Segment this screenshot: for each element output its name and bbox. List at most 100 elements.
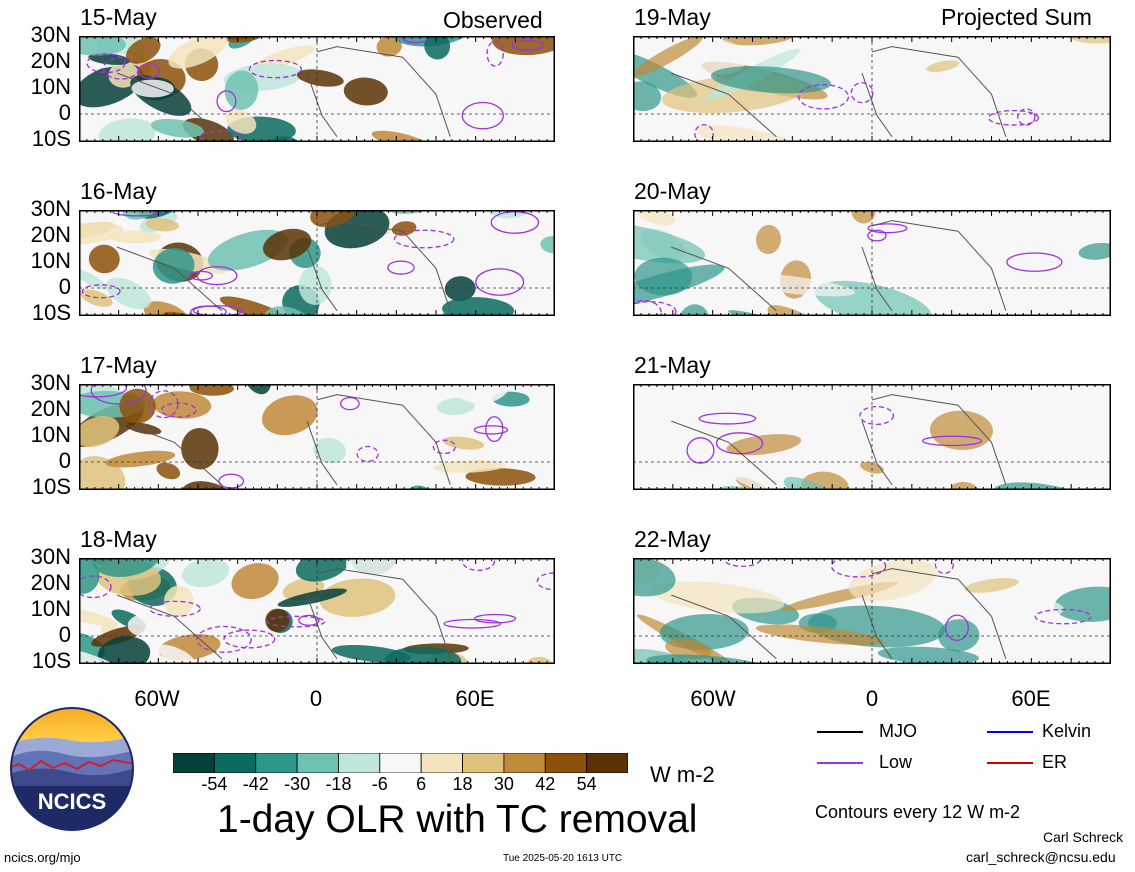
lat-label: 0 xyxy=(58,448,71,473)
olr-anomaly-blob xyxy=(127,613,169,638)
legend-swatch-mjo xyxy=(817,731,863,733)
contour-low xyxy=(461,101,505,130)
colorbar-swatch xyxy=(213,753,257,773)
contour-low xyxy=(79,384,128,398)
colorbar xyxy=(173,753,628,773)
olr-anomaly-blob xyxy=(262,395,318,436)
lat-label: 10S xyxy=(31,126,71,151)
olr-anomaly-blob xyxy=(728,469,866,490)
olr-anomaly-blob xyxy=(938,619,980,652)
lat-label: 10N xyxy=(30,74,71,99)
lat-label: 20N xyxy=(30,222,71,247)
contour-low xyxy=(387,260,415,275)
contour-low xyxy=(339,396,360,411)
colorbar-swatch xyxy=(586,753,628,773)
coastline xyxy=(116,568,451,660)
olr-anomaly-blob xyxy=(646,654,776,664)
contour-low xyxy=(393,229,455,249)
lat-label: 30N xyxy=(30,544,71,569)
contour-low xyxy=(137,62,161,79)
contour-low xyxy=(934,558,955,575)
olr-anomaly-blob xyxy=(634,257,693,296)
colorbar-swatch xyxy=(173,753,215,773)
olr-anomaly-blob xyxy=(343,77,388,106)
olr-anomaly-blob xyxy=(106,277,151,310)
page-title: 1-day OLR with TC removal xyxy=(217,798,698,841)
olr-anomaly-blob xyxy=(633,648,705,664)
colorbar-tick-label: -18 xyxy=(325,774,352,794)
lat-label: 30N xyxy=(30,22,71,47)
olr-anomaly-blob xyxy=(225,109,257,134)
colorbar-swatch xyxy=(420,753,463,773)
lat-label: 20N xyxy=(30,48,71,73)
lon-label: 60W xyxy=(134,686,180,711)
lat-label: 20N xyxy=(30,396,71,421)
lat-label: 20N xyxy=(30,570,71,595)
contour-low xyxy=(473,613,517,624)
olr-map-panel xyxy=(79,36,555,142)
contour-low xyxy=(196,625,252,653)
olr-anomaly-blob xyxy=(313,437,346,464)
olr-anomaly-blob xyxy=(263,228,312,261)
coastline xyxy=(671,220,1007,312)
olr-anomaly-blob xyxy=(755,624,884,645)
olr-anomaly-blob xyxy=(79,606,119,627)
colorbar-tick-label: -6 xyxy=(371,774,388,794)
contour-low xyxy=(1017,108,1036,126)
olr-anomaly-blob xyxy=(145,218,179,232)
colorbar-tick-label: 6 xyxy=(416,774,427,794)
legend-swatch-er xyxy=(987,762,1033,764)
olr-anomaly-blob xyxy=(91,558,162,578)
panel-date: 20-May xyxy=(634,178,711,204)
olr-anomaly-blob xyxy=(125,37,161,64)
legend-label: ER xyxy=(1042,752,1068,772)
olr-anomaly-blob xyxy=(433,460,506,473)
contour-low xyxy=(686,437,715,464)
lat-label: 10N xyxy=(30,422,71,447)
lon-label: 60E xyxy=(1011,686,1051,711)
olr-map-panel xyxy=(633,384,1111,490)
panel-date: 22-May xyxy=(634,526,711,552)
contour-low xyxy=(90,384,147,405)
colorbar-swatch xyxy=(503,753,546,773)
footer-email[interactable]: carl_schreck@ncsu.edu xyxy=(966,849,1116,865)
legend-label: Low xyxy=(879,752,913,772)
olr-map-panel xyxy=(79,210,555,316)
contour-low xyxy=(633,301,677,316)
contour-low xyxy=(798,84,850,110)
contour-low xyxy=(473,425,509,435)
olr-anomaly-blob xyxy=(718,272,856,297)
contour-low xyxy=(475,268,525,296)
contour-low xyxy=(850,82,874,104)
contour-low xyxy=(867,229,887,242)
contour-low xyxy=(298,614,320,626)
lat-label: 30N xyxy=(30,370,71,395)
colorbar-swatch xyxy=(296,753,339,773)
contour-low xyxy=(190,305,227,316)
logo-text: NCICS xyxy=(38,789,106,814)
panel-date: 18-May xyxy=(80,526,157,552)
olr-anomaly-blob xyxy=(945,276,1050,300)
olr-anomaly-blob xyxy=(442,436,485,450)
footer-timestamp: Tue 2025-05-20 1613 UTC xyxy=(503,853,623,864)
olr-anomaly-blob xyxy=(695,125,805,142)
contour-low xyxy=(356,445,379,463)
lon-label: 0 xyxy=(309,686,323,711)
olr-anomaly-blob xyxy=(801,471,849,490)
panel-date: 21-May xyxy=(634,352,711,378)
olr-anomaly-blob xyxy=(109,230,162,244)
footer-url[interactable]: ncics.org/mjo xyxy=(4,850,81,865)
panel-date: 17-May xyxy=(80,352,157,378)
contour-low xyxy=(196,266,238,286)
olr-anomaly-blob xyxy=(929,410,993,451)
olr-anomaly-blob xyxy=(465,468,536,486)
olr-anomaly-blob xyxy=(181,427,219,470)
contour-note: Contours every 12 W m-2 xyxy=(815,802,1021,822)
olr-anomaly-blob xyxy=(444,276,476,302)
olr-anomaly-blob xyxy=(665,639,712,660)
contour-low xyxy=(633,299,662,316)
olr-anomaly-blob xyxy=(296,69,344,87)
contour-low xyxy=(461,558,496,572)
contour-low xyxy=(987,109,1040,126)
panel-date: 19-May xyxy=(634,4,711,30)
